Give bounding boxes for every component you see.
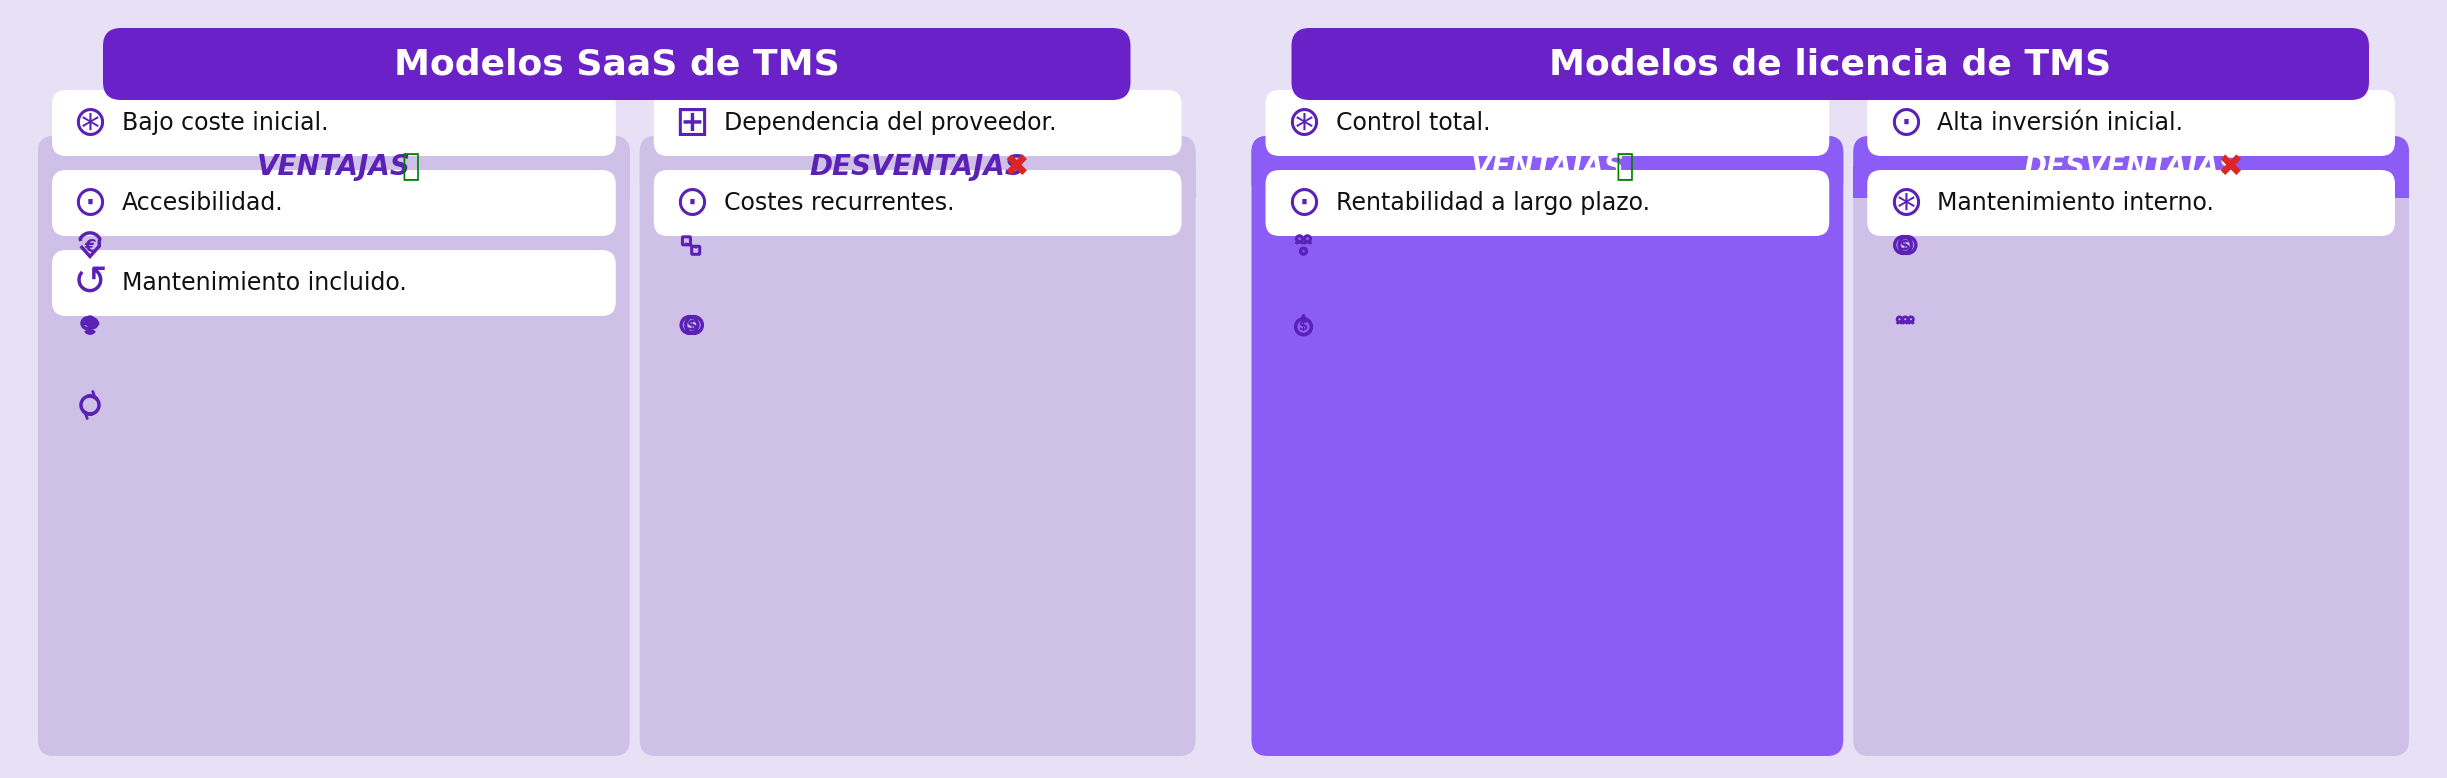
Text: Dependencia del proveedor.: Dependencia del proveedor.: [724, 111, 1057, 135]
FancyBboxPatch shape: [1852, 167, 2408, 198]
Text: Costes recurrentes.: Costes recurrentes.: [724, 191, 954, 215]
Text: Rentabilidad a largo plazo.: Rentabilidad a largo plazo.: [1336, 191, 1649, 215]
Text: €: €: [83, 237, 95, 255]
FancyBboxPatch shape: [1852, 136, 2408, 756]
FancyBboxPatch shape: [39, 136, 629, 198]
Text: Alta inversión inicial.: Alta inversión inicial.: [1938, 111, 2183, 135]
Text: VENTAJAS: VENTAJAS: [1471, 153, 1625, 181]
Text: ⊙: ⊙: [1887, 102, 1923, 144]
Text: Accesibilidad.: Accesibilidad.: [122, 191, 284, 215]
FancyBboxPatch shape: [1852, 136, 2408, 198]
FancyBboxPatch shape: [639, 136, 1197, 756]
FancyBboxPatch shape: [1265, 170, 1830, 236]
FancyBboxPatch shape: [1265, 90, 1830, 156]
Text: ⊛: ⊛: [1287, 102, 1321, 144]
Text: Modelos SaaS de TMS: Modelos SaaS de TMS: [394, 47, 839, 81]
Text: ⊙: ⊙: [73, 182, 108, 224]
Text: ⊛: ⊛: [1887, 182, 1923, 224]
FancyBboxPatch shape: [1867, 90, 2396, 156]
FancyBboxPatch shape: [639, 167, 1197, 198]
Text: $: $: [1901, 237, 1911, 253]
Text: ✅: ✅: [401, 152, 421, 181]
FancyBboxPatch shape: [1250, 136, 1843, 756]
FancyBboxPatch shape: [1250, 167, 1843, 198]
FancyBboxPatch shape: [1250, 136, 1843, 198]
FancyBboxPatch shape: [39, 167, 629, 198]
Text: ⊞: ⊞: [675, 102, 710, 144]
Text: ↺: ↺: [73, 262, 108, 304]
Text: Mantenimiento interno.: Mantenimiento interno.: [1938, 191, 2215, 215]
FancyBboxPatch shape: [653, 90, 1182, 156]
Text: ✖: ✖: [2217, 152, 2244, 181]
Text: Mantenimiento incluido.: Mantenimiento incluido.: [122, 271, 406, 295]
Text: ⊙: ⊙: [675, 182, 710, 224]
FancyBboxPatch shape: [1292, 28, 2369, 100]
FancyBboxPatch shape: [51, 170, 617, 236]
FancyBboxPatch shape: [51, 90, 617, 156]
Text: ⚙: ⚙: [1299, 246, 1307, 256]
Text: ✅: ✅: [1615, 152, 1632, 181]
Text: DESVENTAJAS: DESVENTAJAS: [810, 153, 1025, 181]
Text: DESVENTAJAS: DESVENTAJAS: [2024, 153, 2239, 181]
FancyBboxPatch shape: [639, 136, 1197, 198]
Text: $: $: [1299, 321, 1309, 333]
Text: Bajo coste inicial.: Bajo coste inicial.: [122, 111, 328, 135]
FancyBboxPatch shape: [39, 136, 629, 756]
Text: Control total.: Control total.: [1336, 111, 1490, 135]
Text: ⊙: ⊙: [1287, 182, 1321, 224]
FancyBboxPatch shape: [103, 28, 1131, 100]
FancyBboxPatch shape: [51, 250, 617, 316]
Text: VENTAJAS: VENTAJAS: [257, 153, 411, 181]
Text: Modelos de licencia de TMS: Modelos de licencia de TMS: [1549, 47, 2112, 81]
FancyBboxPatch shape: [653, 170, 1182, 236]
Text: $: $: [688, 317, 697, 332]
FancyBboxPatch shape: [1867, 170, 2396, 236]
Text: ⊛: ⊛: [73, 102, 108, 144]
Text: ✖: ✖: [1003, 152, 1030, 181]
